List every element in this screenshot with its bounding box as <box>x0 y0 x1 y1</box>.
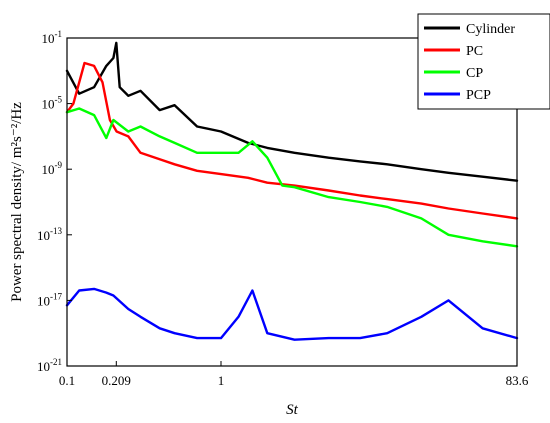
plot-frame <box>66 37 518 367</box>
x-tick-label: 0.209 <box>102 373 131 388</box>
legend: Cylinder PC CP PCP <box>417 13 550 110</box>
y-axis-title: Power spectral density/ m²s⁻²/Hz <box>9 102 25 302</box>
legend-label-pc: PC <box>466 44 483 59</box>
legend-label-pcp: PCP <box>466 88 491 103</box>
y-tick-label: 10-17 <box>37 291 62 308</box>
series-layer <box>65 41 519 341</box>
series-line-pc <box>65 61 519 220</box>
y-tick-label: 10-5 <box>42 95 63 112</box>
x-tick-label: 1 <box>218 373 225 388</box>
legend-label-cp: CP <box>466 66 483 81</box>
axis-layer: 0.1 0.209 1 83.6 10-1 10-5 10-9 10-13 10-17 10-21 <box>37 29 529 388</box>
y-tick-label: 10-1 <box>42 29 63 46</box>
y-tick-label: 10-13 <box>37 226 62 243</box>
x-axis-title: St <box>286 402 299 418</box>
x-tick-label: 0.1 <box>59 373 75 388</box>
series-line-cp <box>65 107 519 248</box>
y-tick-label: 10-9 <box>42 160 63 177</box>
x-tick-label: 83.6 <box>506 373 529 388</box>
series-line-cylinder <box>65 41 519 182</box>
series-line-pcp <box>65 287 519 341</box>
y-tick-label: 10-21 <box>37 357 62 374</box>
legend-label-cylinder: Cylinder <box>466 22 515 37</box>
